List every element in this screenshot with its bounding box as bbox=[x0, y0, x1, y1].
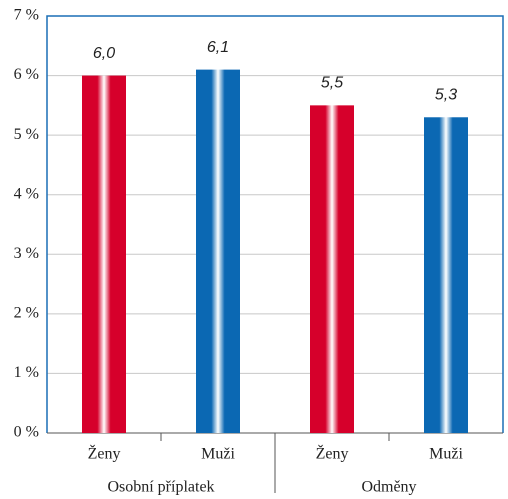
x-tick-label: Muži bbox=[429, 446, 463, 463]
group-label: Osobní příplatek bbox=[107, 479, 214, 496]
x-tick-label: Muži bbox=[201, 446, 235, 463]
bar bbox=[196, 69, 240, 433]
value-label: 5,3 bbox=[435, 86, 457, 103]
x-tick-label: Ženy bbox=[88, 444, 121, 463]
y-tick-label: 3 % bbox=[14, 245, 39, 262]
bar bbox=[310, 105, 354, 433]
y-tick-label: 7 % bbox=[14, 7, 39, 24]
y-tick-label: 5 % bbox=[14, 126, 39, 143]
x-tick-label: Ženy bbox=[316, 444, 349, 463]
value-label: 5,5 bbox=[321, 75, 343, 92]
y-tick-label: 6 % bbox=[14, 66, 39, 83]
bar bbox=[82, 75, 126, 434]
value-label: 6,0 bbox=[93, 45, 115, 62]
plot-frame bbox=[46, 15, 504, 433]
bar bbox=[424, 117, 468, 434]
value-label: 6,1 bbox=[207, 39, 229, 56]
y-tick-label: 1 % bbox=[14, 364, 39, 381]
group-label: Odměny bbox=[361, 479, 416, 496]
y-tick-label: 0 % bbox=[14, 424, 39, 441]
y-tick-label: 4 % bbox=[14, 185, 39, 202]
y-tick-label: 2 % bbox=[14, 305, 39, 322]
